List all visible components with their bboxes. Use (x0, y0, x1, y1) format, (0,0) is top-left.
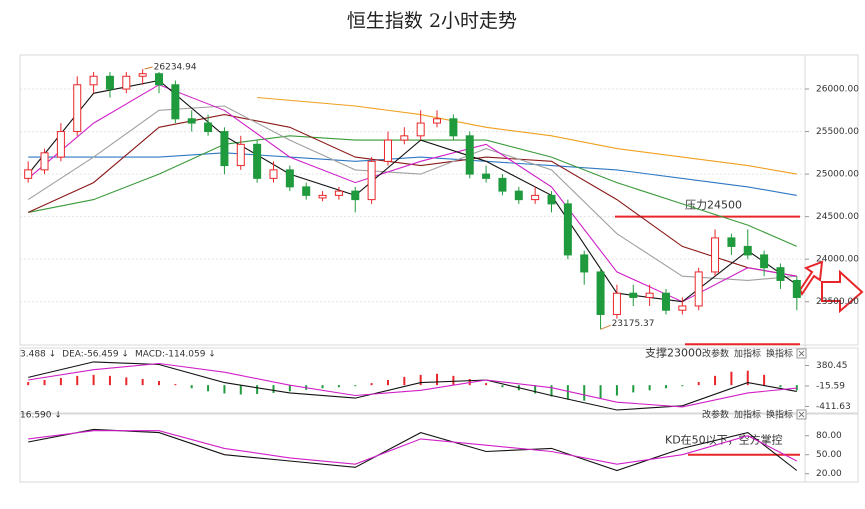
candle-body (171, 84, 180, 120)
candle-body (498, 177, 507, 192)
y-tick-label: 24500.00 (816, 212, 859, 222)
series-line (27, 114, 797, 277)
indicator-value: 3.488 ↓ (20, 350, 56, 360)
candle-body (40, 152, 49, 171)
candle-body (105, 75, 114, 90)
candle-body (465, 135, 474, 175)
series-line (28, 361, 797, 411)
candle-body (645, 292, 654, 298)
candle-body (612, 292, 621, 315)
candle-body (482, 173, 491, 179)
candle-body (220, 131, 229, 167)
y-tick-label: -411.63 (816, 402, 851, 412)
annotation-pointer (144, 66, 153, 70)
candle-body (792, 279, 801, 298)
series-line (28, 430, 798, 465)
candle-body (24, 169, 33, 179)
candle-body (514, 190, 523, 201)
y-tick-label: -15.59 (816, 381, 845, 391)
candle-body (727, 237, 736, 247)
close-icon (798, 411, 805, 418)
candle-body (776, 267, 785, 281)
y-tick-label: 50.00 (816, 450, 842, 460)
candle-body (334, 190, 343, 196)
candle-body (138, 73, 147, 77)
candle-body (531, 194, 540, 201)
indicator-value: MACD:-114.059 ↓ (135, 350, 216, 360)
y-tick-label: 80.00 (816, 431, 842, 441)
candle-body (236, 143, 245, 167)
candle-body (433, 118, 442, 124)
y-tick-label: 23500.00 (816, 297, 859, 307)
close-icon (798, 350, 805, 357)
candle-body (187, 118, 196, 124)
low-annotation: 23175.37 (612, 319, 655, 329)
y-tick-label: 25500.00 (816, 127, 859, 137)
candle-body (596, 271, 605, 315)
level-label: 压力24500 (685, 199, 742, 212)
candle-body (122, 75, 131, 90)
candle-body (73, 84, 82, 133)
candle-body (629, 292, 638, 298)
candle-body (580, 254, 589, 273)
candle-body (563, 203, 572, 256)
kd-panel (19, 413, 859, 483)
candle-body (661, 292, 670, 311)
series-line (27, 105, 797, 281)
panel-button[interactable]: 加指标 (734, 409, 761, 421)
candle-body (547, 194, 556, 205)
candle-body (449, 118, 458, 137)
arrow-icon (821, 269, 864, 314)
candle-body (351, 190, 360, 201)
candle-body (760, 254, 769, 269)
candle-body (269, 169, 278, 179)
candle-body (155, 73, 164, 86)
candle-body (204, 122, 213, 133)
panel-button[interactable]: 换指标 (766, 348, 793, 360)
y-tick-label: 26000.00 (816, 85, 859, 95)
candle-body (694, 271, 703, 307)
series-line (257, 96, 797, 175)
indicator-value: 16.590 ↓ (20, 411, 62, 421)
candle-body (253, 143, 262, 179)
candle-body (743, 245, 752, 256)
panel-button[interactable]: 改参数 (702, 348, 729, 360)
chart-title: 恒生指数 2小时走势 (347, 10, 517, 32)
candle-body (367, 160, 376, 201)
candle-body (285, 169, 294, 188)
y-tick-label: 20.00 (816, 469, 842, 479)
candle-body (678, 305, 687, 311)
candle-body (302, 186, 311, 196)
series-line (28, 428, 798, 472)
high-annotation: 26234.94 (154, 63, 197, 73)
main-panel (19, 54, 859, 346)
indicator-value: DEA:-56.459 ↓ (62, 350, 129, 360)
candle-body (400, 135, 409, 141)
series-line (28, 362, 797, 408)
level-label: 支撑23000 (645, 345, 702, 359)
candle-body (383, 139, 392, 162)
annotation-pointer (600, 324, 611, 330)
panel-button[interactable]: 加指标 (734, 348, 761, 360)
candle-body (56, 131, 65, 158)
series-line (28, 152, 797, 196)
arrow-icon (798, 260, 824, 296)
candle-body (711, 237, 720, 273)
y-tick-label: 24000.00 (816, 255, 859, 265)
macd-panel (19, 347, 859, 414)
candle-body (89, 75, 98, 86)
panel-button[interactable]: 换指标 (766, 409, 793, 421)
y-tick-label: 25000.00 (816, 170, 859, 180)
candle-body (416, 122, 425, 137)
y-tick-label: 380.45 (816, 361, 848, 371)
panel-button[interactable]: 改参数 (702, 409, 729, 421)
candle-body (318, 194, 327, 199)
